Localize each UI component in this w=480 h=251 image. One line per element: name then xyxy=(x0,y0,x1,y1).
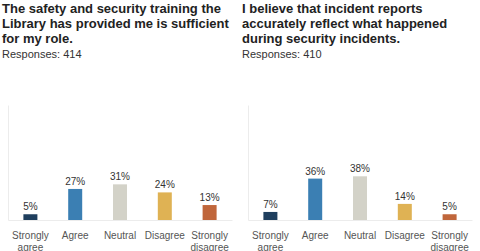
x-tick: Stronglydisagree xyxy=(430,220,469,251)
x-tick: Disagree xyxy=(385,220,425,241)
x-axis: Stronglyagree Agree Neutral Disagree Strongl… xyxy=(249,220,473,251)
x-tick-label: Stronglyagree xyxy=(252,230,289,251)
x-tick: Agree xyxy=(62,220,89,241)
bar xyxy=(113,184,127,220)
bar xyxy=(203,205,217,220)
x-tick: Stronglyagree xyxy=(252,220,289,251)
chart-canvas: The safety and security training theLibr… xyxy=(0,0,480,251)
x-tick-label: Disagree xyxy=(145,230,185,241)
chart-subtitle: Responses: 410 xyxy=(242,48,322,60)
data-label: 5% xyxy=(23,201,38,212)
x-tick-label: Neutral xyxy=(104,230,136,241)
chart-panel: I believe that incident reportsaccuratel… xyxy=(242,1,473,251)
x-tick: Neutral xyxy=(344,220,376,241)
bars xyxy=(263,176,456,220)
chart-subtitle: Responses: 414 xyxy=(2,48,82,60)
bar xyxy=(353,176,367,220)
bar xyxy=(68,189,82,220)
x-tick: Stronglydisagree xyxy=(190,220,229,251)
y-axis-line xyxy=(8,106,9,221)
bar xyxy=(398,204,412,220)
chart-title: I believe that incident reportsaccuratel… xyxy=(242,1,447,46)
data-label: 36% xyxy=(305,166,325,177)
data-label: 27% xyxy=(65,176,85,187)
data-label: 5% xyxy=(442,201,457,212)
data-label: 13% xyxy=(200,192,220,203)
x-tick-label: Stronglydisagree xyxy=(190,230,229,251)
x-axis-line xyxy=(9,220,233,221)
data-labels: 5% 27% 31% 24% 13% xyxy=(23,171,220,212)
x-tick-label: Stronglyagree xyxy=(12,230,49,251)
bar xyxy=(308,179,322,220)
data-label: 14% xyxy=(395,191,415,202)
x-tick: Stronglyagree xyxy=(12,220,49,251)
data-label: 31% xyxy=(110,171,130,182)
chart-panel: The safety and security training theLibr… xyxy=(2,1,233,251)
x-tick: Disagree xyxy=(145,220,185,241)
x-tick-label: Agree xyxy=(62,230,89,241)
x-tick: Agree xyxy=(302,220,329,241)
bar xyxy=(158,192,172,220)
data-label: 7% xyxy=(263,199,278,210)
bar xyxy=(443,214,457,220)
x-tick: Neutral xyxy=(104,220,136,241)
y-axis xyxy=(248,106,249,221)
x-tick-label: Neutral xyxy=(344,230,376,241)
x-tick-label: Disagree xyxy=(385,230,425,241)
bar xyxy=(23,214,37,220)
chart-title: The safety and security training theLibr… xyxy=(2,1,230,46)
data-label: 38% xyxy=(350,163,370,174)
data-label: 24% xyxy=(155,179,175,190)
x-axis: Stronglyagree Agree Neutral Disagree Strongl… xyxy=(9,220,233,251)
x-axis-line xyxy=(249,220,473,221)
x-tick-label: Agree xyxy=(302,230,329,241)
bar xyxy=(263,212,277,220)
data-labels: 7% 36% 38% 14% 5% xyxy=(263,163,457,212)
y-axis xyxy=(8,106,9,221)
x-tick-label: Stronglydisagree xyxy=(430,230,469,251)
bars xyxy=(23,184,216,220)
y-axis-line xyxy=(248,106,249,221)
